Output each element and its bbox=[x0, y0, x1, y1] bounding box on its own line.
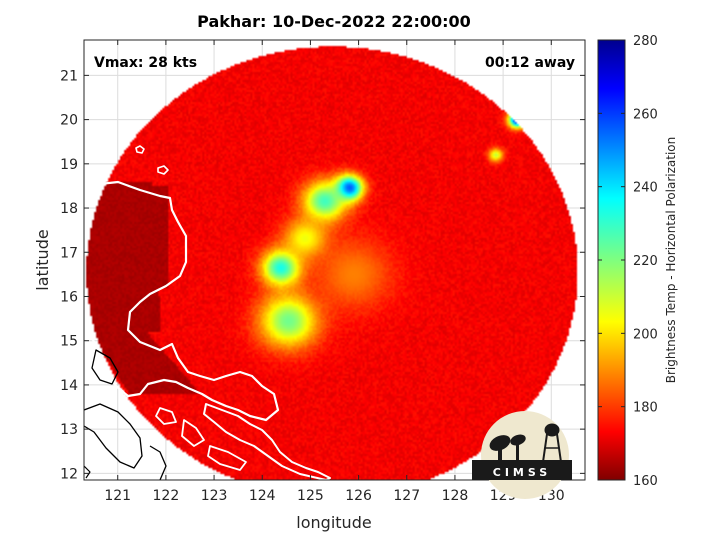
chart-title: Pakhar: 10-Dec-2022 22:00:00 bbox=[197, 12, 471, 31]
x-tick-label: 121 bbox=[104, 488, 131, 504]
y-tick-label: 12 bbox=[60, 466, 78, 482]
colorbar-tick-label: 200 bbox=[633, 327, 658, 342]
logo-sun bbox=[481, 411, 569, 499]
x-tick-label: 126 bbox=[345, 488, 372, 504]
colorbar-ticks: 160 180 200 220 240 260 280 bbox=[598, 34, 658, 489]
x-tick-label: 125 bbox=[297, 488, 324, 504]
coastline-panay bbox=[84, 403, 143, 469]
time-away-annotation: 00:12 away bbox=[485, 55, 575, 71]
colorbar-tick-label: 260 bbox=[633, 107, 658, 122]
y-tick-label: 21 bbox=[60, 68, 78, 84]
coastline-island bbox=[207, 445, 247, 471]
coastline-islet bbox=[135, 145, 145, 154]
vmax-annotation: Vmax: 28 kts bbox=[94, 55, 197, 71]
brightness-temp-image bbox=[84, 40, 585, 480]
coastline-luzon bbox=[84, 180, 280, 422]
coastline-islet bbox=[84, 465, 91, 479]
x-tick-label: 128 bbox=[442, 488, 469, 504]
coastline-negros bbox=[149, 445, 167, 480]
colorbar bbox=[597, 39, 626, 481]
logo-water-tower-icon bbox=[542, 423, 562, 463]
x-tick-label: 123 bbox=[201, 488, 228, 504]
x-axis-label: longitude bbox=[296, 513, 371, 532]
logo-ground bbox=[472, 460, 572, 480]
y-tick-label: 15 bbox=[60, 334, 78, 350]
y-tick-label: 18 bbox=[60, 201, 78, 217]
x-tick-label: 122 bbox=[153, 488, 180, 504]
colorbar-tick-label: 280 bbox=[633, 34, 658, 49]
coastline-island bbox=[155, 407, 177, 425]
x-tick-label: 127 bbox=[393, 488, 420, 504]
y-tick-label: 19 bbox=[60, 157, 78, 173]
axes-frame bbox=[83, 39, 586, 481]
y-tick-label: 13 bbox=[60, 422, 78, 438]
x-tick-label: 124 bbox=[249, 488, 276, 504]
logo-text: CIMSS bbox=[493, 466, 551, 479]
y-tick-label: 20 bbox=[60, 113, 78, 129]
colorbar-tick-label: 180 bbox=[633, 401, 658, 416]
y-tick-label: 17 bbox=[60, 245, 78, 261]
axis-ticks: 121 122 123 124 125 126 127 128 129 1301213141516… bbox=[60, 40, 585, 504]
colorbar-tick-label: 240 bbox=[633, 181, 658, 196]
coastline-samar bbox=[203, 403, 331, 480]
y-axis-label: latitude bbox=[33, 229, 52, 290]
logo-dish-icon bbox=[489, 434, 526, 460]
y-tick-label: 14 bbox=[60, 378, 78, 394]
coastline-island bbox=[181, 419, 205, 447]
colorbar-label: Brightness Temp - Horizontal Polarizatio… bbox=[664, 137, 678, 384]
colorbar-tick-label: 160 bbox=[633, 474, 658, 489]
coastline-mindoro bbox=[91, 349, 119, 385]
colorbar-tick-label: 220 bbox=[633, 254, 658, 269]
coastlines bbox=[84, 145, 331, 480]
cimss-logo: CIMSS bbox=[472, 411, 572, 499]
y-tick-label: 16 bbox=[60, 289, 78, 305]
coastline-islet bbox=[157, 165, 169, 175]
